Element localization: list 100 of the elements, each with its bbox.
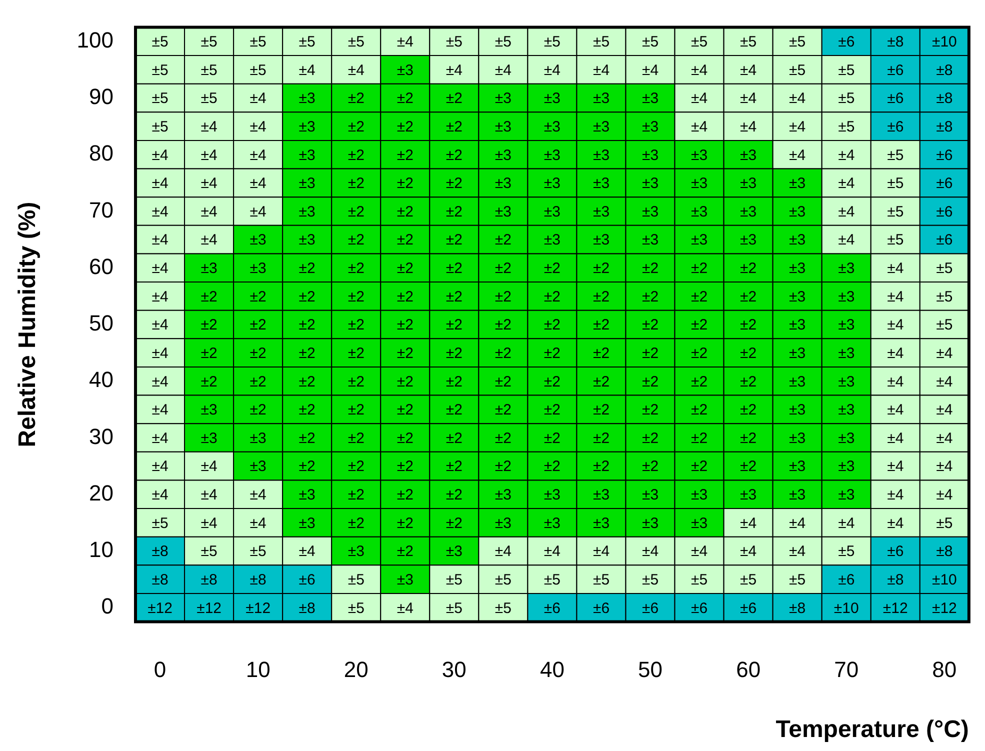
data-label: ±2 bbox=[592, 288, 610, 306]
data-label: ±3 bbox=[642, 486, 659, 504]
data-label: ±4 bbox=[446, 62, 462, 79]
data-label: ±3 bbox=[544, 175, 561, 192]
data-label: ±3 bbox=[494, 486, 512, 504]
data-label: ±4 bbox=[592, 62, 610, 79]
data-label: ±4 bbox=[348, 62, 364, 79]
data-label: ±6 bbox=[592, 600, 610, 617]
data-label: ±4 bbox=[740, 62, 757, 79]
data-label: ±5 bbox=[838, 90, 855, 108]
data-label: ±2 bbox=[348, 260, 364, 278]
data-label: ±4 bbox=[152, 288, 168, 306]
data-label: ±3 bbox=[544, 146, 561, 164]
data-label: ±2 bbox=[494, 430, 512, 447]
data-label: ±5 bbox=[789, 34, 806, 50]
data-label: ±2 bbox=[642, 430, 659, 447]
data-label: ±3 bbox=[740, 175, 757, 192]
data-label: ±2 bbox=[691, 373, 708, 390]
y-tick-label: 30 bbox=[89, 424, 114, 449]
data-label: ±3 bbox=[789, 344, 806, 362]
data-label: ±4 bbox=[152, 373, 168, 390]
data-label: ±2 bbox=[396, 514, 414, 532]
data-label: ±4 bbox=[152, 316, 168, 334]
data-label: ±2 bbox=[691, 288, 708, 306]
data-label: ±3 bbox=[838, 316, 855, 334]
data-label: ±4 bbox=[691, 118, 708, 136]
data-label: ±2 bbox=[544, 260, 561, 278]
data-label: ±2 bbox=[348, 118, 364, 136]
data-label: ±6 bbox=[887, 543, 904, 560]
data-label: ±4 bbox=[887, 344, 904, 362]
data-label: ±2 bbox=[494, 373, 512, 390]
data-label: ±3 bbox=[298, 90, 316, 108]
data-label: ±2 bbox=[348, 344, 364, 362]
data-label: ±3 bbox=[494, 146, 512, 164]
data-label: ±4 bbox=[740, 543, 757, 560]
data-label: ±4 bbox=[936, 430, 953, 447]
data-label: ±2 bbox=[446, 373, 462, 390]
data-label: ±2 bbox=[691, 402, 708, 419]
data-label: ±2 bbox=[348, 146, 364, 164]
data-label: ±3 bbox=[789, 430, 806, 447]
data-label: ±3 bbox=[200, 260, 218, 278]
data-label: ±2 bbox=[642, 458, 659, 476]
data-label: ±4 bbox=[152, 402, 168, 419]
x-tick-label: 60 bbox=[736, 657, 761, 682]
data-label: ±3 bbox=[789, 316, 806, 334]
data-label: ±3 bbox=[592, 232, 610, 249]
data-label: ±4 bbox=[740, 514, 757, 532]
data-label: ±6 bbox=[936, 175, 953, 192]
data-label: ±4 bbox=[200, 514, 218, 532]
data-label: ±10 bbox=[932, 34, 957, 50]
data-label: ±2 bbox=[298, 373, 316, 390]
data-label: ±4 bbox=[200, 203, 218, 220]
data-label: ±5 bbox=[887, 203, 904, 220]
data-label: ±2 bbox=[396, 118, 414, 136]
data-label: ±3 bbox=[642, 175, 659, 192]
data-label: ±2 bbox=[446, 458, 462, 476]
data-label: ±3 bbox=[691, 175, 708, 192]
data-label: ±2 bbox=[348, 486, 364, 504]
data-label: ±3 bbox=[838, 373, 855, 390]
data-label: ±8 bbox=[152, 543, 168, 560]
data-label: ±2 bbox=[348, 514, 364, 532]
data-label: ±2 bbox=[348, 90, 364, 108]
data-label: ±4 bbox=[691, 543, 708, 560]
data-label: ±4 bbox=[838, 514, 855, 532]
data-label: ±2 bbox=[592, 373, 610, 390]
data-label: ±6 bbox=[936, 203, 953, 220]
data-label: ±3 bbox=[298, 175, 316, 192]
data-label: ±3 bbox=[838, 458, 855, 476]
data-label: ±10 bbox=[932, 571, 957, 588]
data-label: ±3 bbox=[789, 175, 806, 192]
data-label: ±2 bbox=[396, 203, 414, 220]
y-tick-label: 80 bbox=[89, 140, 114, 166]
data-label: ±5 bbox=[446, 571, 462, 588]
data-label: ±2 bbox=[446, 118, 462, 136]
y-tick-label: 50 bbox=[89, 310, 114, 336]
data-label: ±4 bbox=[250, 203, 266, 220]
data-label: ±5 bbox=[887, 146, 904, 164]
data-label: ±5 bbox=[936, 514, 953, 532]
data-label: ±5 bbox=[152, 514, 168, 532]
data-label: ±2 bbox=[250, 316, 266, 334]
data-label: ±3 bbox=[250, 458, 266, 476]
data-label: ±2 bbox=[348, 232, 364, 249]
data-label: ±2 bbox=[396, 90, 414, 108]
data-label: ±3 bbox=[298, 514, 316, 532]
data-label: ±4 bbox=[152, 203, 168, 220]
data-label: ±3 bbox=[348, 543, 364, 560]
data-label: ±2 bbox=[494, 344, 512, 362]
data-label: ±5 bbox=[740, 571, 757, 588]
data-label: ±3 bbox=[740, 486, 757, 504]
data-label: ±4 bbox=[642, 62, 659, 79]
data-label: ±5 bbox=[887, 175, 904, 192]
data-label: ±5 bbox=[838, 118, 855, 136]
data-label: ±3 bbox=[642, 118, 659, 136]
data-label: ±2 bbox=[396, 402, 414, 419]
data-label: ±3 bbox=[691, 486, 708, 504]
data-label: ±2 bbox=[396, 260, 414, 278]
data-label: ±5 bbox=[544, 34, 561, 50]
y-axis-title: Relative Humidity (%) bbox=[14, 202, 42, 448]
data-label: ±5 bbox=[936, 288, 953, 306]
data-label: ±8 bbox=[887, 571, 904, 588]
